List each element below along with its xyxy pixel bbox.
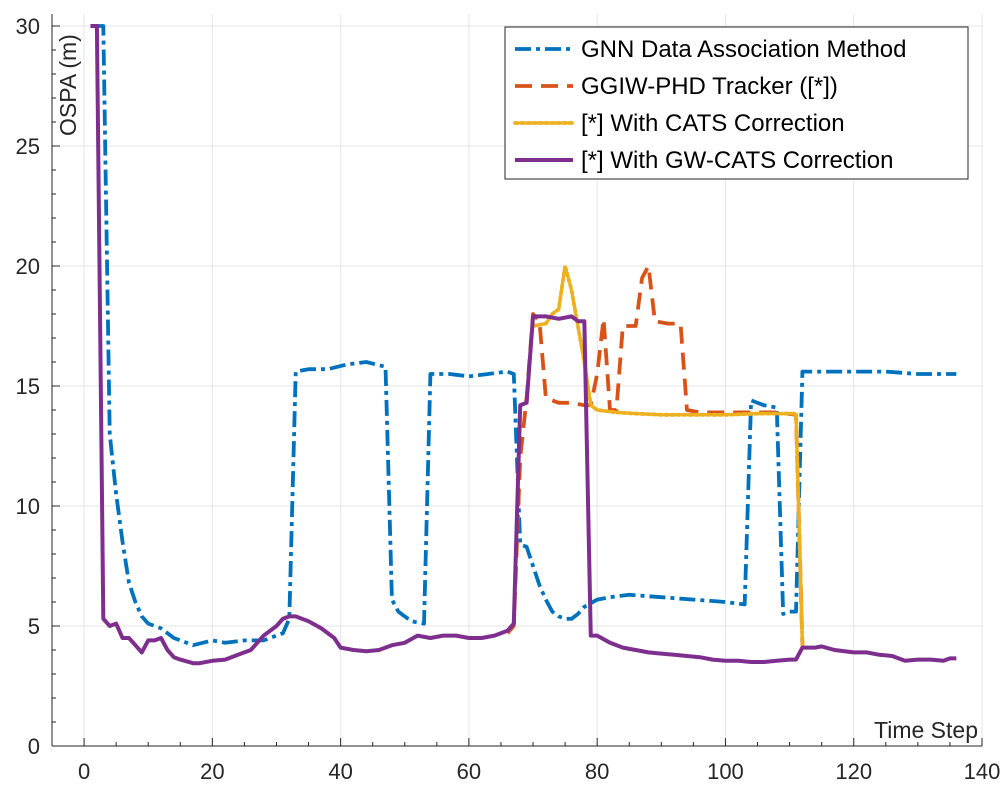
legend: GNN Data Association Method GGIW-PHD Trac… (504, 26, 969, 180)
x-tick-label: 120 (835, 759, 872, 784)
x-axis-label: Time Step (874, 717, 978, 743)
y-tick-label: 25 (16, 134, 40, 159)
x-tick-label: 140 (964, 759, 1001, 784)
legend-label: GNN Data Association Method (581, 36, 907, 63)
y-tick-label: 30 (16, 14, 40, 39)
axes: 0 20 40 60 80 100 120 140 0 5 10 15 20 25 30 (16, 14, 1001, 784)
legend-box (504, 26, 969, 180)
series-line-3 (531, 264, 805, 648)
y-tick-label: 15 (16, 374, 40, 399)
y-tick-label: 0 (28, 734, 40, 759)
x-tick-label: 60 (457, 759, 481, 784)
y-tick-label: 10 (16, 494, 40, 519)
x-tick-label: 20 (200, 759, 224, 784)
legend-label: [*] With GW-CATS Correction (581, 147, 894, 174)
y-axis-label: OSPA (m) (55, 34, 81, 136)
series-line-2 (505, 264, 805, 646)
legend-label: [*] With CATS Correction (581, 110, 845, 137)
x-tick-label: 40 (328, 759, 352, 784)
y-tick-label: 5 (28, 614, 40, 639)
series-line-1 (96, 24, 957, 648)
series-line-4 (90, 24, 957, 666)
x-tick-label: 80 (585, 759, 609, 784)
x-tick-label: 100 (707, 759, 744, 784)
x-tick-label: 0 (78, 759, 90, 784)
series-lines (90, 24, 957, 666)
legend-label: GGIW-PHD Tracker ([*]) (581, 73, 838, 100)
y-tick-label: 20 (16, 254, 40, 279)
